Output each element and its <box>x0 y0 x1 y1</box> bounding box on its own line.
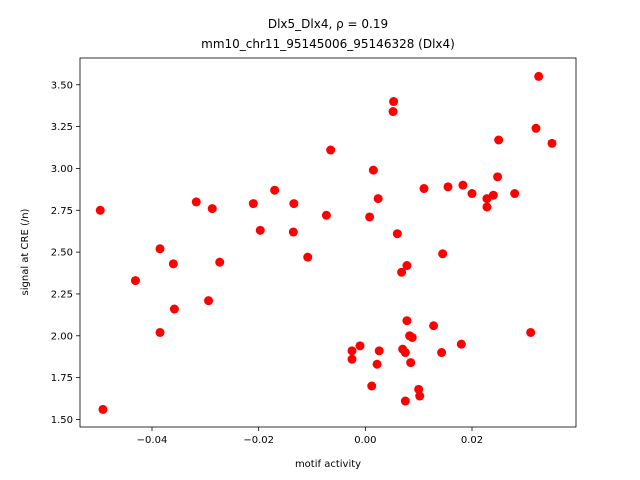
data-point <box>130 276 140 286</box>
y-tick-label: 3.50 <box>51 80 73 91</box>
data-point <box>402 261 412 271</box>
x-tick-label: 0.00 <box>354 435 376 446</box>
data-point <box>456 339 466 349</box>
y-tick-label: 2.75 <box>51 206 73 217</box>
data-point <box>494 135 504 145</box>
data-point <box>526 327 536 337</box>
y-tick-label: 2.25 <box>51 289 73 300</box>
data-point <box>406 358 416 368</box>
data-point <box>155 244 165 254</box>
x-axis-label: motif activity <box>295 459 361 470</box>
data-points <box>95 71 557 414</box>
y-tick-label: 1.50 <box>51 415 73 426</box>
data-point <box>547 138 557 148</box>
data-point <box>270 185 280 195</box>
data-point <box>367 381 377 391</box>
y-axis-label: signal at CRE (/n) <box>20 208 31 295</box>
data-point <box>400 348 410 358</box>
data-point <box>288 227 298 237</box>
data-point <box>372 359 382 369</box>
data-point <box>488 190 498 200</box>
data-point <box>169 304 179 314</box>
data-point <box>191 197 201 207</box>
y-tick-label: 3.25 <box>51 122 73 133</box>
chart-title-line1: Dlx5_Dlx4, ρ = 0.19 <box>268 17 388 31</box>
data-point <box>443 182 453 192</box>
data-point <box>534 71 544 81</box>
y-tick-label: 3.00 <box>51 164 73 175</box>
data-point <box>402 316 412 326</box>
chart-title-line2: mm10_chr11_95145006_95146328 (Dlx4) <box>201 37 455 51</box>
data-point <box>438 249 448 259</box>
data-point <box>415 391 425 401</box>
data-point <box>168 259 178 269</box>
data-point <box>388 107 398 117</box>
x-tick-label: −0.04 <box>137 435 168 446</box>
data-point <box>407 332 417 342</box>
data-point <box>321 210 331 220</box>
y-axis-ticks: 1.50 1.75 2.00 2.25 2.50 2.75 3.00 3.25 3.50 <box>51 80 80 426</box>
data-point <box>95 205 105 215</box>
data-point <box>255 225 265 235</box>
data-point <box>397 267 407 277</box>
data-point <box>437 348 447 358</box>
data-point <box>458 180 468 190</box>
data-point <box>467 189 477 199</box>
data-point <box>374 346 384 356</box>
x-axis-ticks: −0.04 −0.02 0.00 0.02 <box>137 427 483 446</box>
data-point <box>419 184 429 194</box>
data-point <box>373 194 383 204</box>
y-tick-label: 1.75 <box>51 373 73 384</box>
data-point <box>326 145 336 155</box>
data-point <box>389 97 399 107</box>
plot-frame <box>79 57 577 428</box>
data-point <box>347 346 357 356</box>
data-point <box>248 199 258 209</box>
y-tick-label: 2.50 <box>51 248 73 259</box>
data-point <box>155 327 165 337</box>
data-point <box>482 202 492 212</box>
data-point <box>531 123 541 133</box>
data-point <box>414 384 424 394</box>
data-point <box>365 212 375 222</box>
data-point <box>204 296 214 306</box>
data-point <box>289 199 299 209</box>
data-point <box>429 321 439 331</box>
data-point <box>510 189 520 199</box>
data-point <box>368 165 378 175</box>
y-tick-label: 2.00 <box>51 331 73 342</box>
x-tick-label: 0.02 <box>461 435 483 446</box>
data-point <box>400 396 410 406</box>
x-tick-label: −0.02 <box>243 435 274 446</box>
data-point <box>207 204 217 214</box>
data-point <box>215 257 225 267</box>
data-point <box>355 341 365 351</box>
data-point <box>303 252 313 262</box>
data-point <box>392 229 402 239</box>
data-point <box>347 354 357 364</box>
data-point <box>98 404 108 414</box>
data-point <box>493 172 503 182</box>
